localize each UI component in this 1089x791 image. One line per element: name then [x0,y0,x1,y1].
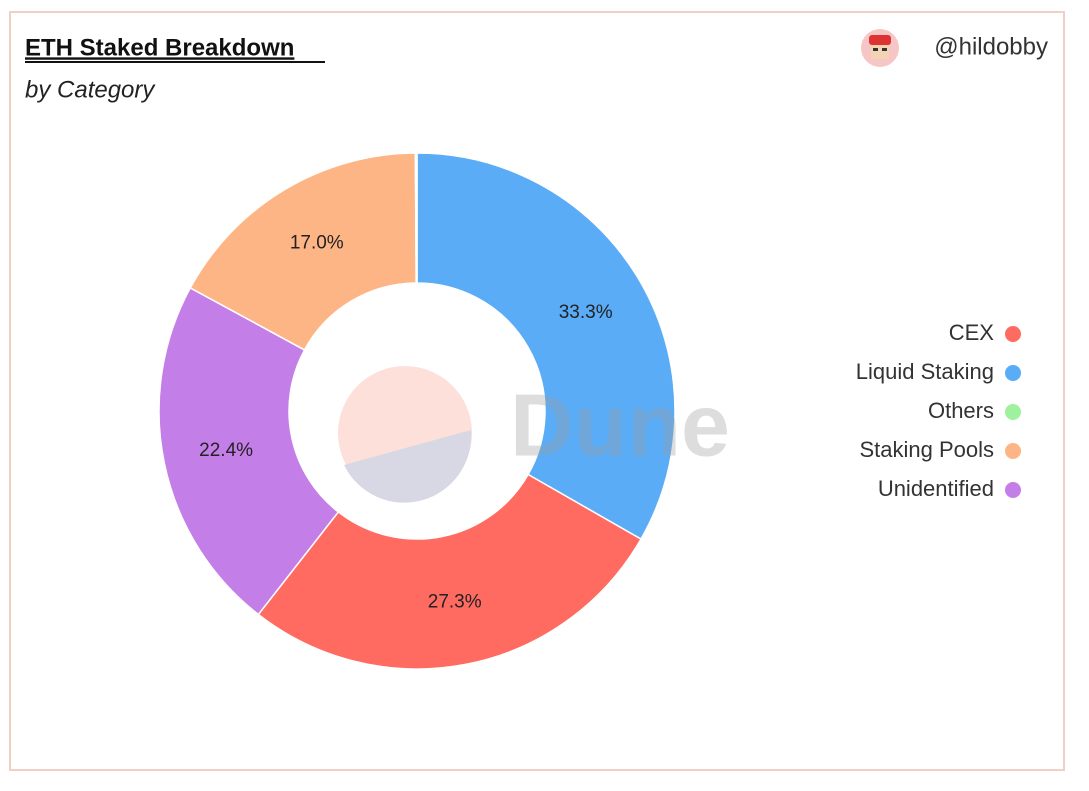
slice [416,152,676,541]
watermark: Dune [510,375,730,474]
legend-label: Staking Pools [859,437,994,462]
value-label: 22.4% [199,440,253,461]
legend-swatch [1005,443,1021,459]
legend-label: CEX [949,320,995,345]
author: @hildobby [934,33,1048,60]
slice [158,286,340,616]
legend-swatch [1005,326,1021,342]
chart-subtitle: by Category [25,76,156,103]
slice [257,473,642,670]
chart-title: ETH Staked Breakdown [25,34,294,61]
slice [414,152,418,284]
legend-label: Others [928,398,994,423]
legend-swatch [1005,482,1021,498]
value-label: 17.0% [290,233,344,254]
legend-label: Liquid Staking [856,359,994,384]
legend: CEX Liquid Staking Others Staking Pools Unid… [856,320,1021,501]
labels: 33.3% 27.3% 22.4% 17.0% [199,233,613,613]
legend-swatch [1005,404,1021,420]
center-logo [338,366,472,503]
value-label: 33.3% [559,302,613,323]
donut [158,152,676,670]
slice [189,152,417,351]
legend-label: Unidentified [878,476,994,501]
legend-swatch [1005,365,1021,381]
value-label: 27.3% [428,591,482,612]
avatar [861,29,899,67]
